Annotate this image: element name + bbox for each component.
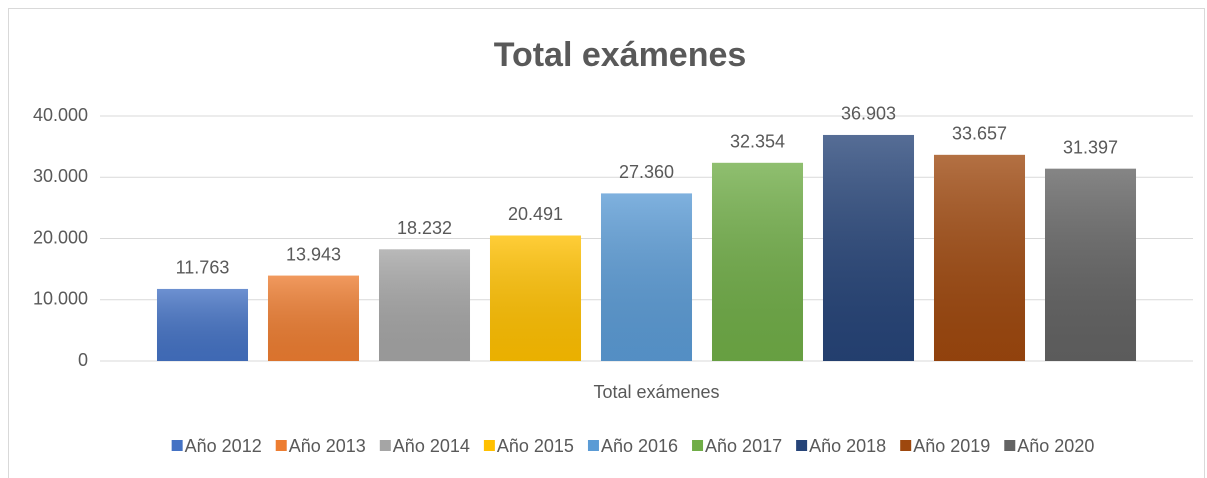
y-tick-label: 10.000 xyxy=(33,289,88,309)
bar-shade xyxy=(267,275,360,361)
bar-shade xyxy=(933,154,1026,361)
y-tick-label: 30.000 xyxy=(33,166,88,186)
value-label: 11.763 xyxy=(176,258,230,278)
legend-label: Año 2019 xyxy=(913,436,990,456)
value-label: 33.657 xyxy=(952,124,1007,144)
x-tick-label: Total exámenes xyxy=(593,382,719,402)
bar-shade xyxy=(156,288,249,361)
value-label: 20.491 xyxy=(508,204,563,224)
value-label: 18.232 xyxy=(397,218,452,238)
y-tick-label: 40.000 xyxy=(33,105,88,125)
legend-swatch xyxy=(692,440,704,451)
bar-shade xyxy=(489,235,582,361)
y-tick-label: 20.000 xyxy=(33,227,88,247)
legend-label: Año 2015 xyxy=(497,436,574,456)
legend-swatch xyxy=(587,440,599,451)
legend-label: Año 2018 xyxy=(809,436,886,456)
y-tick-label: 0 xyxy=(78,350,88,370)
legend-swatch xyxy=(900,440,912,451)
legend-label: Año 2014 xyxy=(393,436,470,456)
legend-swatch xyxy=(1004,440,1016,451)
value-label: 31.397 xyxy=(1063,137,1118,157)
value-label: 27.360 xyxy=(619,162,674,182)
bar-shade xyxy=(822,134,915,361)
value-label: 13.943 xyxy=(286,244,341,264)
legend-swatch xyxy=(796,440,808,451)
legend-label: Año 2012 xyxy=(185,436,262,456)
value-label: 36.903 xyxy=(841,104,896,124)
chart-title: Total exámenes xyxy=(494,36,747,74)
legend-swatch xyxy=(275,440,287,451)
chart-border xyxy=(8,8,1205,478)
legend-label: Año 2016 xyxy=(601,436,678,456)
bar-shade xyxy=(600,193,693,361)
legend-label: Año 2013 xyxy=(289,436,366,456)
legend-swatch xyxy=(483,440,495,451)
bar-shade xyxy=(1044,168,1137,361)
legend-swatch xyxy=(379,440,391,451)
legend-swatch xyxy=(171,440,183,451)
legend-label: Año 2017 xyxy=(705,436,782,456)
legend-label: Año 2020 xyxy=(1017,436,1094,456)
bar-shade xyxy=(711,162,804,361)
bar-shade xyxy=(378,249,471,361)
value-label: 32.354 xyxy=(730,132,785,152)
